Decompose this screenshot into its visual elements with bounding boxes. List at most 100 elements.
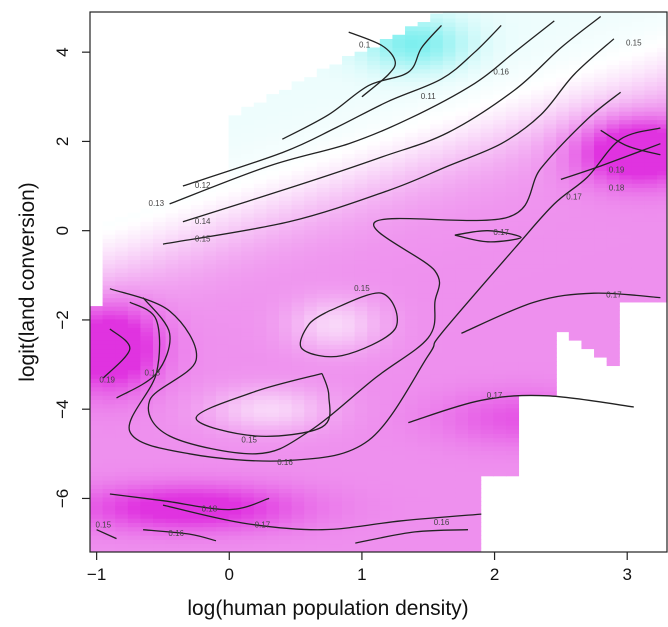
heat-cell [241, 437, 255, 443]
heat-cell [379, 144, 394, 150]
contour-labels: 0.10.110.120.130.140.150.150.150.150.150… [96, 38, 643, 538]
heat-cell [291, 348, 305, 354]
heat-cell [518, 246, 532, 252]
heat-cell [90, 352, 104, 358]
heat-cell [480, 390, 494, 396]
heat-cell [203, 429, 217, 434]
heat-cell [379, 267, 394, 273]
heat-cell [631, 246, 646, 252]
heat-cell [367, 424, 381, 430]
heat-cell [531, 272, 545, 278]
heat-cell [165, 492, 179, 498]
heat-cell [619, 149, 633, 155]
heat-cell [354, 344, 368, 350]
heat-cell [631, 81, 646, 87]
heat-cell [430, 399, 444, 405]
heat-cell [316, 484, 331, 490]
heat-cell [430, 424, 444, 430]
heat-cell [505, 12, 520, 15]
heat-cell [304, 547, 318, 552]
heat-cell [468, 111, 482, 116]
heat-cell [379, 513, 394, 519]
heat-cell [518, 128, 532, 133]
heat-cell [127, 306, 141, 311]
heat-cell [594, 149, 608, 155]
heat-cell [379, 238, 394, 244]
heat-cell [354, 475, 368, 481]
heat-cell [241, 378, 255, 384]
heat-cell [342, 123, 356, 129]
heat-cell [228, 204, 242, 210]
heat-cell [329, 386, 343, 392]
heat-cell [505, 340, 520, 345]
heat-cell [392, 547, 406, 552]
heat-cell [505, 178, 520, 184]
heat-cell [594, 12, 608, 15]
heat-cell [228, 458, 242, 464]
heat-cell [253, 119, 268, 125]
heat-cell [417, 98, 431, 104]
heat-cell [430, 454, 444, 460]
heat-cell [165, 382, 179, 388]
heat-cell [115, 501, 129, 506]
heat-cell [253, 378, 268, 384]
heat-cell [304, 119, 318, 125]
heat-cell [153, 212, 167, 218]
heat-cell [291, 412, 305, 417]
heat-cell [606, 348, 620, 354]
heat-cell [291, 369, 305, 375]
heat-cell [631, 144, 646, 150]
heat-cell [505, 259, 520, 265]
heat-cell [379, 106, 394, 112]
heat-cell [442, 454, 457, 460]
heat-cell [468, 77, 482, 82]
heat-cell [266, 420, 280, 426]
heat-cell [392, 140, 406, 146]
heat-cell [140, 424, 154, 430]
heat-cell [581, 170, 595, 176]
heat-cell [468, 140, 482, 146]
heat-cell [417, 526, 431, 532]
heat-cell [342, 255, 356, 261]
heat-cell [153, 518, 167, 523]
heat-cell [190, 297, 205, 303]
heat-cell [216, 437, 230, 443]
heat-cell [266, 373, 280, 379]
heat-cell [556, 119, 570, 125]
heat-cell [619, 55, 633, 61]
heat-cell [392, 157, 406, 163]
heat-cell [354, 331, 368, 337]
heat-cell [127, 458, 141, 464]
heat-cell [342, 238, 356, 244]
heat-cell [644, 178, 658, 184]
heat-cell [531, 242, 545, 248]
heat-cell [316, 242, 331, 248]
heat-cell [442, 263, 457, 269]
heat-cell [480, 238, 494, 244]
heat-cell [115, 386, 129, 392]
heat-cell [203, 395, 217, 400]
heat-cell [531, 352, 545, 358]
heat-cell [455, 191, 469, 197]
heat-cell [581, 39, 595, 44]
heat-cell [140, 416, 154, 422]
heat-cell [405, 297, 419, 303]
heat-cell [405, 221, 419, 227]
heat-cell [178, 263, 192, 269]
contour-label: 0.18 [202, 505, 218, 514]
heat-cell [493, 140, 507, 146]
heat-cell [430, 280, 444, 286]
heat-cell [253, 505, 268, 511]
heat-cell [581, 331, 595, 337]
heat-cell [329, 462, 343, 468]
heat-cell [594, 200, 608, 205]
heat-cell [619, 297, 633, 303]
heat-cell [480, 132, 494, 138]
heat-cell [417, 157, 431, 163]
heat-cell [631, 204, 646, 210]
heat-cell [140, 238, 154, 244]
heat-cell [442, 166, 457, 172]
heat-cell [581, 98, 595, 104]
heat-cell [493, 72, 507, 78]
heat-cell [581, 225, 595, 231]
